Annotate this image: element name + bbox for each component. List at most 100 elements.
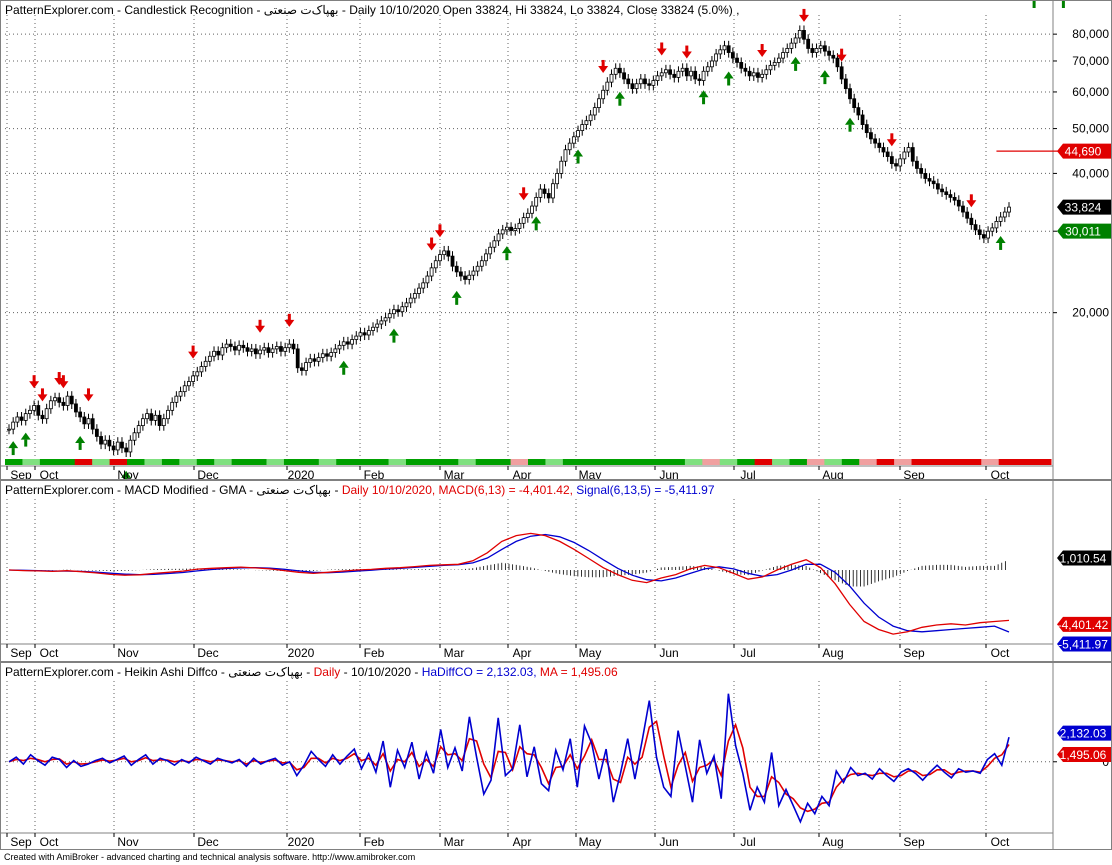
buy-arrow-shaft bbox=[78, 442, 82, 450]
candle-body bbox=[852, 98, 857, 109]
candle bbox=[605, 77, 610, 96]
candle-body bbox=[350, 339, 354, 345]
candle bbox=[546, 188, 551, 204]
candle bbox=[429, 262, 434, 282]
x-tick-label: Dec bbox=[197, 646, 218, 660]
candle bbox=[956, 195, 961, 212]
candle-body bbox=[107, 439, 112, 447]
candle bbox=[848, 83, 852, 104]
candle bbox=[40, 410, 45, 424]
candle-body bbox=[940, 188, 944, 193]
buy-arrow bbox=[388, 328, 399, 343]
x-tick-label: Jul bbox=[740, 468, 755, 479]
candle-body bbox=[835, 57, 840, 68]
price-chart[interactable]: 20,000 40,000 50,000 60,000 70,000 80,000 Sep O… bbox=[1, 1, 1111, 479]
candle bbox=[881, 142, 886, 158]
sell-arrow-shaft bbox=[61, 375, 65, 383]
buy-arrow-head bbox=[531, 216, 542, 224]
candle-body bbox=[802, 30, 806, 40]
candle bbox=[592, 102, 597, 121]
macd-chart[interactable]: Sep Oct Nov Dec 2020 Feb Mar Apr May Jun Jul Aug Sep… bbox=[1, 481, 1111, 661]
candle bbox=[57, 392, 62, 408]
signal-band-segment bbox=[911, 459, 930, 465]
candle bbox=[383, 312, 388, 326]
heikin-chart[interactable]: 0SepOctNovDec2020FebMarAprMayJunJulAugSe… bbox=[1, 663, 1111, 849]
heikin-pane[interactable]: PatternExplorer.com - Heikin Ashi Diffco… bbox=[0, 662, 1112, 850]
candle bbox=[877, 138, 882, 153]
candle-body bbox=[990, 227, 995, 232]
candle-body bbox=[973, 224, 978, 231]
candle-body bbox=[207, 355, 212, 362]
candle bbox=[488, 242, 493, 259]
sell-arrow-head bbox=[757, 50, 768, 58]
x-tick-label: Nov bbox=[117, 468, 138, 479]
candle-body bbox=[693, 70, 698, 80]
buy-arrow bbox=[573, 149, 584, 164]
candle bbox=[551, 178, 555, 204]
candle-body bbox=[429, 267, 434, 277]
candle-body bbox=[425, 275, 430, 284]
candle-body bbox=[500, 229, 505, 235]
candle-body bbox=[86, 418, 91, 425]
value-badge-label: -4,401.42 bbox=[1058, 618, 1109, 632]
candle-body bbox=[496, 233, 501, 242]
candle-body bbox=[643, 78, 647, 85]
candle bbox=[312, 353, 317, 367]
candle-body bbox=[743, 67, 748, 72]
candle-body bbox=[659, 72, 664, 77]
candle bbox=[998, 212, 1003, 227]
candle bbox=[513, 223, 518, 236]
candle bbox=[404, 297, 409, 312]
macd-series-line bbox=[8, 533, 1010, 633]
buy-arrow-head bbox=[121, 470, 132, 478]
sell-arrow-shaft bbox=[840, 48, 844, 56]
candle bbox=[739, 57, 744, 74]
candle bbox=[664, 64, 668, 78]
candle bbox=[747, 66, 752, 81]
candle-body bbox=[626, 78, 631, 85]
candle bbox=[944, 186, 949, 200]
x-tick-label: Jul bbox=[740, 646, 755, 660]
candle bbox=[266, 342, 271, 358]
signal-band-segment bbox=[196, 459, 215, 465]
candle bbox=[124, 443, 129, 458]
candle bbox=[776, 53, 781, 68]
candle-body bbox=[898, 158, 903, 167]
candle bbox=[509, 222, 513, 236]
candle-body bbox=[869, 132, 873, 140]
candle-body bbox=[492, 240, 497, 248]
buy-arrow-head bbox=[698, 90, 709, 98]
signal-band-segment bbox=[22, 459, 41, 465]
candle-body bbox=[253, 348, 258, 355]
signal-band-segment bbox=[283, 459, 302, 465]
candle bbox=[500, 224, 505, 239]
price-pane[interactable]: PatternExplorer.com - Candlestick Recogn… bbox=[0, 0, 1112, 480]
candle-body bbox=[65, 395, 70, 406]
value-badge: 1,495.06 bbox=[1057, 747, 1111, 763]
buy-arrow-shaft bbox=[124, 477, 128, 479]
candle bbox=[274, 341, 279, 354]
candle-body bbox=[676, 70, 681, 78]
x-tick-label: Sep bbox=[903, 646, 925, 660]
x-tick-label: Sep bbox=[10, 835, 32, 849]
candle-body bbox=[7, 428, 11, 431]
y-tick-label: 60,000 bbox=[1072, 85, 1109, 99]
candle-body bbox=[889, 156, 894, 165]
candle-body bbox=[241, 344, 246, 349]
candle bbox=[768, 60, 773, 75]
candle bbox=[207, 351, 212, 367]
candle bbox=[253, 343, 258, 359]
candle bbox=[212, 346, 216, 362]
buy-arrow-shaft bbox=[702, 97, 706, 105]
buy-arrow-head bbox=[614, 91, 625, 99]
candle-body bbox=[530, 205, 534, 214]
sell-arrow-head bbox=[656, 48, 667, 56]
candle bbox=[170, 397, 175, 416]
candle-body bbox=[525, 212, 530, 219]
candle-body bbox=[82, 416, 87, 425]
sell-arrow bbox=[58, 375, 69, 389]
macd-pane[interactable]: PatternExplorer.com - MACD Modified - GM… bbox=[0, 480, 1112, 662]
candle bbox=[672, 69, 677, 83]
x-tick-label: Aug bbox=[822, 468, 843, 479]
candle bbox=[597, 93, 601, 113]
